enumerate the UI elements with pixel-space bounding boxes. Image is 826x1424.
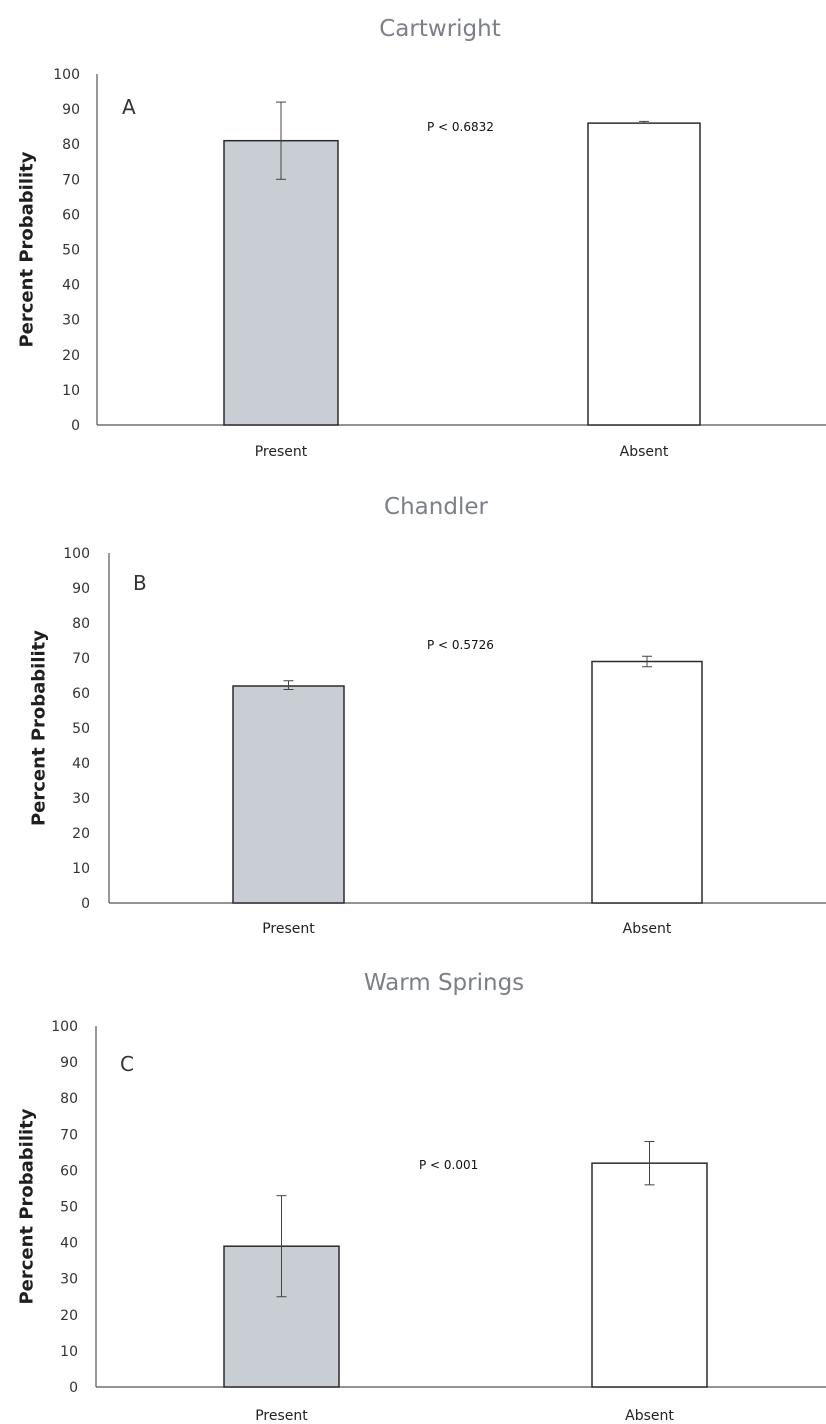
panel-label: C xyxy=(120,1052,134,1076)
chart-title: Cartwright xyxy=(379,16,500,42)
panel-label: A xyxy=(122,95,136,119)
panel-label: B xyxy=(133,571,147,595)
y-tick-label: 90 xyxy=(72,581,90,597)
x-category-label: Present xyxy=(255,1408,308,1424)
y-tick-label: 0 xyxy=(71,418,80,434)
bar-absent xyxy=(591,1162,708,1388)
y-tick-label: 0 xyxy=(69,1380,78,1396)
x-category-label: Present xyxy=(255,444,308,460)
y-tick-label: 60 xyxy=(72,686,90,702)
y-tick-label: 50 xyxy=(72,721,90,737)
y-tick-label: 100 xyxy=(53,67,80,83)
p-value-annotation: P < 0.001 xyxy=(419,1158,478,1172)
y-axis-label: Percent Probability xyxy=(17,151,38,347)
chart-panel-a: Cartwright 0 10 20 30 40 50 60 70 80 90 100 Percent … xyxy=(17,16,826,460)
x-category-label: Absent xyxy=(623,921,672,937)
y-tick-label: 90 xyxy=(60,1055,78,1071)
y-tick-label: 30 xyxy=(60,1272,78,1288)
y-tick-label: 70 xyxy=(72,651,90,667)
y-tick-label: 20 xyxy=(62,348,80,364)
p-value-annotation: P < 0.5726 xyxy=(427,638,494,652)
y-tick-label: 10 xyxy=(60,1344,78,1360)
y-tick-label: 10 xyxy=(62,383,80,399)
y-tick-label: 10 xyxy=(72,861,90,877)
y-tick-label: 70 xyxy=(60,1127,78,1143)
y-axis-label: Percent Probability xyxy=(17,1108,38,1304)
y-tick-label: 20 xyxy=(72,826,90,842)
y-tick-label: 40 xyxy=(72,756,90,772)
bar-present xyxy=(223,139,339,426)
y-tick-label: 90 xyxy=(62,102,80,118)
y-tick-label: 20 xyxy=(60,1308,78,1324)
y-axis-label: Percent Probability xyxy=(29,630,50,826)
y-tick-label: 30 xyxy=(72,791,90,807)
bar-present xyxy=(232,685,345,904)
chart-title: Chandler xyxy=(384,494,488,520)
x-category-label: Present xyxy=(262,921,315,937)
x-category-label: Absent xyxy=(625,1408,674,1424)
y-tick-label: 60 xyxy=(62,207,80,223)
y-tick-label: 50 xyxy=(60,1200,78,1216)
y-tick-label: 100 xyxy=(51,1019,78,1035)
y-tick-label: 80 xyxy=(60,1091,78,1107)
x-category-label: Absent xyxy=(620,444,669,460)
y-tick-label: 50 xyxy=(62,243,80,259)
y-tick-label: 30 xyxy=(62,313,80,329)
p-value-annotation: P < 0.6832 xyxy=(427,120,494,134)
y-tick-label: 100 xyxy=(63,546,90,562)
bar-absent xyxy=(587,122,701,426)
y-tick-label: 80 xyxy=(62,137,80,153)
y-tick-label: 40 xyxy=(62,278,80,294)
bar-absent xyxy=(591,660,703,904)
chart-title: Warm Springs xyxy=(364,970,524,996)
y-tick-label: 0 xyxy=(81,896,90,912)
y-tick-label: 60 xyxy=(60,1163,78,1179)
y-tick-label: 80 xyxy=(72,616,90,632)
y-tick-label: 40 xyxy=(60,1236,78,1252)
chart-panel-c: Warm Springs 0 10 20 30 40 50 60 70 80 90 100 Percen… xyxy=(17,970,826,1424)
chart-panel-b: Chandler 0 10 20 30 40 50 60 70 80 90 100 Percent Pr… xyxy=(29,494,826,937)
y-tick-label: 70 xyxy=(62,172,80,188)
